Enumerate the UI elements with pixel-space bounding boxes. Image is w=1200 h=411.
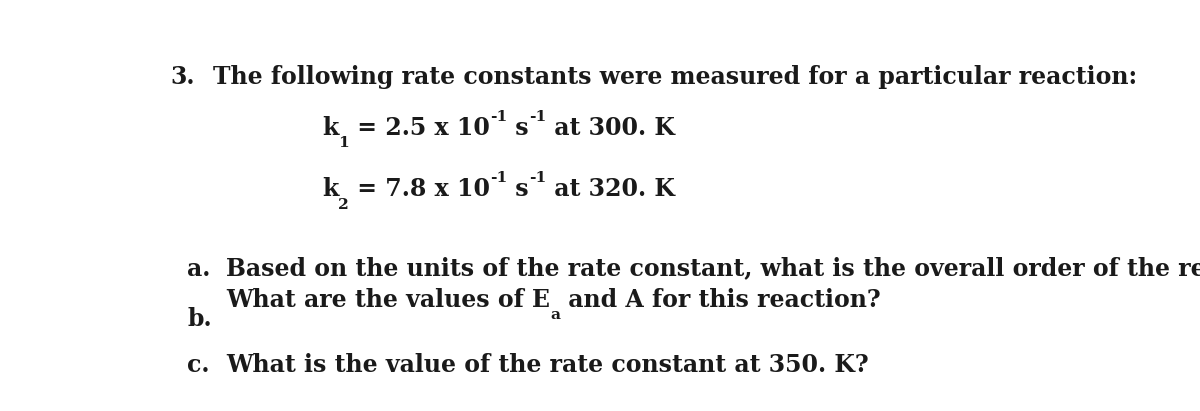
Text: -1: -1 (529, 109, 546, 124)
Text: 2: 2 (338, 198, 349, 212)
Text: b.: b. (187, 307, 212, 331)
Text: 3.: 3. (170, 65, 194, 89)
Text: Based on the units of the rate constant, what is the overall order of the reacti: Based on the units of the rate constant,… (227, 256, 1200, 281)
Text: c.: c. (187, 353, 210, 377)
Text: The following rate constants were measured for a particular reaction:: The following rate constants were measur… (214, 65, 1138, 89)
Text: s: s (508, 116, 529, 140)
Text: -1: -1 (490, 171, 508, 185)
Text: k: k (322, 116, 338, 140)
Text: -1: -1 (490, 109, 508, 124)
Text: = 7.8 x 10: = 7.8 x 10 (349, 178, 490, 201)
Text: and A for this reaction?: and A for this reaction? (560, 288, 881, 312)
Text: What is the value of the rate constant at 350. K?: What is the value of the rate constant a… (227, 353, 869, 377)
Text: s: s (508, 178, 529, 201)
Text: at 320. K: at 320. K (546, 178, 676, 201)
Text: a.: a. (187, 256, 210, 281)
Text: 1: 1 (338, 136, 349, 150)
Text: -1: -1 (529, 171, 546, 185)
Text: at 300. K: at 300. K (546, 116, 676, 140)
Text: What are the values of E: What are the values of E (227, 288, 551, 312)
Text: = 2.5 x 10: = 2.5 x 10 (349, 116, 490, 140)
Text: a: a (551, 308, 560, 322)
Text: k: k (322, 178, 338, 201)
